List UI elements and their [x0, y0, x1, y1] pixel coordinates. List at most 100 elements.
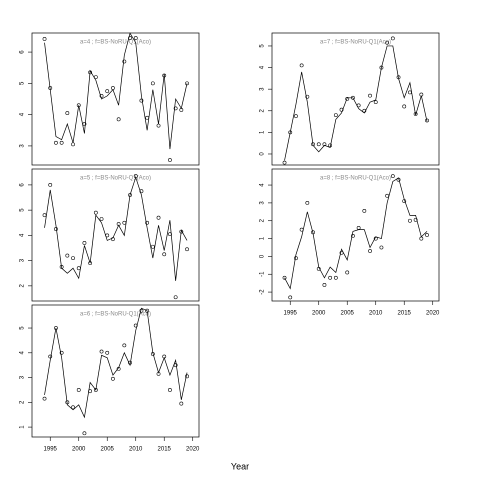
data-point [59, 140, 64, 145]
data-point [390, 36, 395, 41]
y-tick-label: 2 [20, 400, 26, 404]
x-tick-label: 1995 [284, 311, 298, 317]
panel-title: a=5 ; f=BS-NoRU-Q1(Aco) [80, 176, 151, 182]
y-tick-label: 5 [20, 208, 26, 212]
data-point [185, 81, 189, 86]
data-point [408, 218, 412, 223]
fit-line [284, 45, 428, 161]
x-tick-label: 2005 [101, 447, 115, 453]
panel-frame [31, 304, 200, 438]
panel: a=7 ; f=BS-NoRU-Q1(Aco) 0 1 2 3 4 5 [260, 32, 440, 166]
data-point [282, 275, 287, 280]
data-point [345, 270, 350, 275]
data-point [328, 275, 333, 280]
y-tick-label: 6 [20, 50, 26, 54]
data-point [362, 209, 367, 213]
y-tick-label: 5 [20, 326, 26, 330]
fit-line [44, 307, 188, 419]
panel: a=4 ; f=BS-NoRU-Q1(Aco) 3 4 5 6 [20, 32, 200, 166]
y-tick-label: 5 [20, 81, 26, 85]
data-point [402, 104, 407, 109]
panel: a=6 ; f=BS-NoRU-Q1(Aco) 1 2 3 4 5 1995 2000 2005… [20, 304, 200, 453]
data-point [71, 256, 75, 260]
data-point [122, 343, 127, 348]
data-point [48, 354, 53, 359]
y-tick-label: 2 [260, 108, 266, 112]
data-point [105, 89, 110, 94]
x-tick-label: 2010 [129, 447, 143, 453]
data-point [133, 36, 138, 40]
x-tick-label: 2020 [426, 311, 440, 317]
data-point [42, 396, 47, 401]
data-point [156, 215, 161, 220]
data-point [76, 388, 81, 392]
data-point [173, 106, 178, 111]
y-tick-label: 4 [20, 112, 26, 116]
data-point [351, 233, 355, 238]
data-point [82, 431, 87, 436]
x-tick-label: 2020 [186, 447, 200, 453]
panel-title: a=7 ; f=BS-NoRU-Q1(Aco) [320, 40, 391, 46]
data-point [128, 36, 132, 40]
y-tick-label: 5 [260, 44, 266, 48]
x-tick-label: 2015 [398, 311, 412, 317]
fit-line [284, 177, 428, 290]
y-tick-label: 4 [20, 350, 26, 354]
panel-title: a=6 ; f=BS-NoRU-Q1(Aco) [80, 312, 151, 318]
y-tick-label: 4 [260, 183, 266, 187]
y-tick-label: -1 [260, 271, 266, 277]
data-point [99, 349, 104, 354]
data-point [42, 37, 47, 41]
x-axis-label: Year [231, 461, 249, 471]
x-tick-label: 2010 [369, 311, 383, 317]
y-tick-label: -2 [260, 289, 266, 295]
data-point [385, 40, 390, 45]
data-point [333, 275, 338, 280]
panel-title: a=8 ; f=BS-NoRU-Q1(Aco) [320, 176, 391, 182]
data-point [65, 111, 70, 115]
data-point [345, 96, 350, 101]
y-tick-label: 4 [260, 65, 266, 69]
data-point [173, 295, 178, 300]
y-tick-label: 3 [20, 375, 26, 379]
data-point [179, 401, 184, 406]
data-point [105, 350, 110, 355]
y-tick-label: 0 [260, 152, 266, 156]
data-point [82, 241, 87, 245]
x-tick-label: 2005 [341, 311, 355, 317]
y-tick-label: 3 [260, 87, 266, 91]
data-point [368, 249, 372, 253]
y-tick-label: 1 [260, 130, 266, 134]
data-point [54, 140, 58, 145]
data-point [65, 253, 70, 258]
data-point [425, 118, 429, 123]
panel-frame [271, 32, 440, 166]
data-point [168, 388, 172, 392]
data-point [162, 252, 167, 257]
data-point [59, 350, 64, 355]
data-point [373, 100, 378, 105]
data-point [299, 63, 304, 68]
data-point [413, 112, 418, 116]
data-point [390, 174, 395, 179]
y-tick-label: 3 [260, 201, 266, 205]
data-point [294, 114, 298, 119]
y-tick-label: 6 [20, 183, 26, 187]
data-point [333, 113, 338, 117]
panel: a=5 ; f=BS-NoRU-Q1(Aco) 2 3 4 5 6 [20, 168, 200, 302]
data-point [99, 217, 104, 221]
data-point [168, 158, 172, 162]
data-point [305, 200, 310, 205]
fit-line [44, 32, 188, 150]
data-point [122, 59, 127, 64]
data-point [150, 81, 155, 86]
y-tick-label: 2 [20, 284, 26, 288]
y-tick-label: 4 [20, 233, 26, 237]
fit-line [44, 176, 188, 281]
data-point [111, 376, 115, 381]
data-point [316, 142, 321, 147]
data-point [139, 189, 144, 194]
data-point [185, 247, 189, 252]
